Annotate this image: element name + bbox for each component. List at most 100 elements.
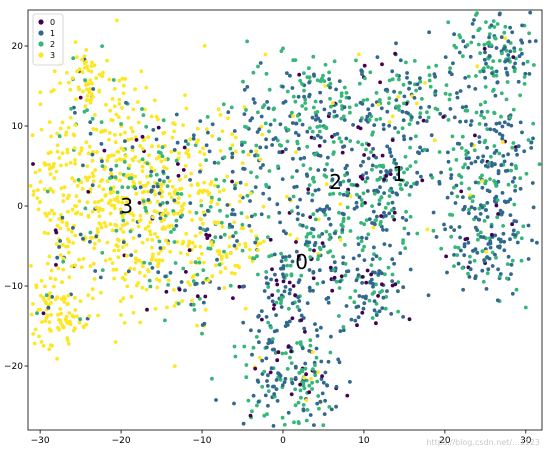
data-point [280, 351, 285, 356]
data-point [253, 240, 258, 245]
data-point [96, 199, 101, 204]
data-point [200, 190, 205, 195]
data-point [266, 373, 270, 378]
data-point [99, 225, 104, 230]
data-point [37, 334, 41, 339]
data-point [403, 154, 408, 159]
data-point [118, 132, 123, 137]
data-point [365, 176, 370, 181]
data-point [43, 211, 48, 216]
data-point [312, 370, 317, 374]
data-point [378, 80, 382, 85]
data-point [123, 139, 127, 144]
data-point [530, 238, 534, 243]
data-point [408, 145, 412, 150]
data-point [114, 267, 119, 272]
data-point [495, 215, 500, 220]
data-point [427, 73, 432, 78]
data-point [493, 162, 497, 167]
data-point [151, 184, 156, 189]
data-point [76, 178, 81, 182]
data-point [29, 312, 34, 317]
cluster-label-3: 3 [120, 194, 133, 218]
data-point [296, 94, 301, 99]
data-point [307, 285, 312, 290]
data-point [349, 317, 354, 322]
plot-frame [27, 9, 543, 431]
data-point [461, 165, 466, 170]
data-point [78, 95, 83, 100]
data-point [160, 145, 165, 150]
data-point [313, 363, 317, 367]
data-point [161, 169, 166, 174]
data-point [131, 213, 136, 218]
data-point [264, 71, 269, 76]
data-point [483, 164, 488, 168]
data-point [400, 109, 405, 114]
data-point [140, 240, 145, 245]
legend-marker-2 [38, 41, 44, 47]
data-point [256, 400, 261, 404]
data-point [492, 110, 496, 115]
data-point [307, 183, 312, 188]
data-point [356, 315, 361, 320]
data-point [317, 144, 322, 148]
cluster-label-1: 1 [392, 162, 405, 186]
data-point [331, 254, 335, 259]
data-point [88, 264, 93, 268]
data-point [473, 133, 477, 138]
data-point [458, 89, 463, 93]
data-point [218, 235, 223, 240]
data-point [248, 191, 253, 196]
data-point [267, 169, 272, 173]
data-point [69, 106, 73, 111]
data-point [88, 230, 93, 235]
data-point [144, 85, 149, 90]
data-point [327, 232, 332, 237]
data-point [219, 220, 224, 225]
data-point [374, 254, 379, 259]
data-point [396, 95, 400, 99]
data-point [303, 361, 308, 366]
data-point [425, 110, 429, 115]
data-point [470, 22, 475, 26]
data-point [510, 30, 515, 35]
data-point [283, 376, 288, 381]
data-point [38, 293, 43, 298]
data-point [66, 227, 71, 232]
data-point [415, 121, 420, 125]
data-point [453, 245, 458, 250]
data-point [464, 152, 469, 157]
data-point [512, 49, 517, 53]
data-point [90, 171, 95, 176]
data-point [129, 137, 134, 141]
data-point [117, 97, 122, 102]
data-point [311, 212, 316, 217]
data-point [487, 189, 492, 194]
data-point [132, 185, 137, 190]
data-point [331, 140, 336, 144]
data-point [478, 212, 483, 216]
data-point [514, 287, 519, 292]
data-point [65, 223, 69, 228]
data-point [106, 201, 111, 206]
data-point [268, 237, 273, 242]
data-point [117, 157, 122, 162]
data-point [325, 383, 330, 388]
data-point [288, 232, 293, 237]
data-point [262, 369, 267, 374]
data-point [323, 370, 328, 375]
data-point [245, 193, 250, 198]
data-point [46, 231, 50, 236]
data-point [259, 212, 264, 217]
data-point [511, 141, 516, 145]
data-point [456, 261, 461, 266]
data-point [314, 328, 319, 332]
data-point [347, 96, 351, 100]
data-point [345, 190, 350, 195]
data-point [272, 329, 277, 334]
data-point [341, 145, 345, 149]
data-point [279, 143, 283, 148]
data-point [322, 79, 327, 83]
data-point [327, 405, 332, 409]
